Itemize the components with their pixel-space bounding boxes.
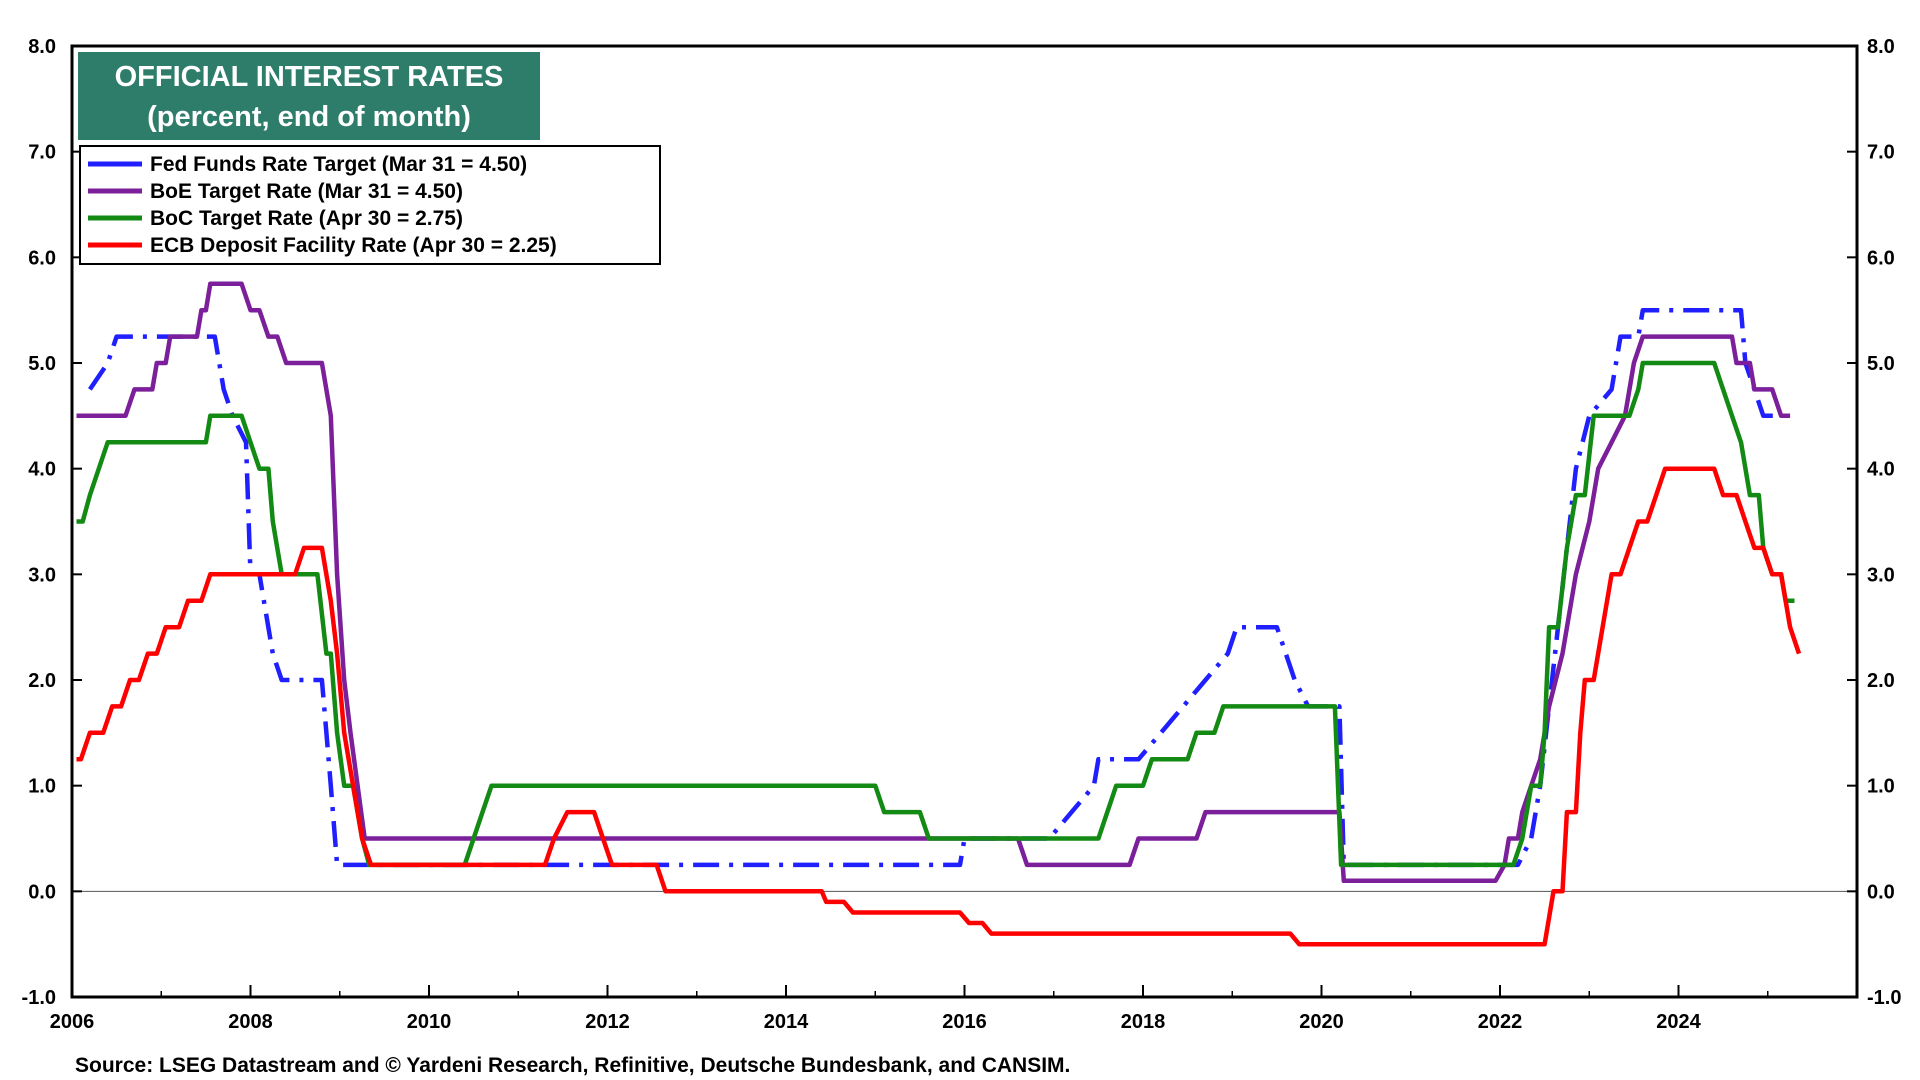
y-tick-label-left: -1.0 [22, 987, 56, 1009]
chart-title: OFFICIAL INTEREST RATES [115, 61, 504, 93]
axes-layer: -1.0 -1.0 0.0 0.0 1.0 1.0 2.0 2.0 3.0 3.0 4.0 4.0 5.… [22, 36, 1902, 1033]
series-line-0 [88, 307, 1791, 868]
y-tick-label-left: 8.0 [28, 36, 56, 58]
series-line-2 [76, 360, 1795, 868]
x-tick-label: 2022 [1478, 1011, 1523, 1033]
y-tick-label-left: 0.0 [28, 881, 56, 903]
title-background [78, 52, 540, 140]
legend-label-1: BoE Target Rate (Mar 31 = 4.50) [150, 180, 463, 203]
chart-subtitle: (percent, end of month) [147, 101, 471, 133]
plot-layer [72, 281, 1857, 947]
y-tick-label-left: 5.0 [28, 353, 56, 375]
y-tick-label-right: 6.0 [1867, 247, 1895, 269]
y-tick-label-right: 3.0 [1867, 564, 1895, 586]
x-tick-label: 2016 [942, 1011, 987, 1033]
title-box: OFFICIAL INTEREST RATES (percent, end of… [78, 52, 540, 140]
x-tick-label: 2012 [585, 1011, 630, 1033]
legend-label-0: Fed Funds Rate Target (Mar 31 = 4.50) [150, 153, 527, 176]
series-line-3 [76, 466, 1802, 947]
y-tick-label-left: 3.0 [28, 564, 56, 586]
y-tick-label-right: 1.0 [1867, 776, 1895, 798]
y-tick-label-left: 4.0 [28, 459, 56, 481]
y-tick-label-right: 5.0 [1867, 353, 1895, 375]
y-tick-label-right: 7.0 [1867, 142, 1895, 164]
x-tick-label: 2008 [228, 1011, 273, 1033]
legend-label-3: ECB Deposit Facility Rate (Apr 30 = 2.25… [150, 234, 557, 257]
y-tick-label-left: 7.0 [28, 142, 56, 164]
legend-box [79, 145, 661, 265]
y-tick-label-right: 4.0 [1867, 459, 1895, 481]
source-note: Source: LSEG Datastream and © Yardeni Re… [75, 1054, 1070, 1077]
legend-label-2: BoC Target Rate (Apr 30 = 2.75) [150, 207, 463, 230]
x-tick-label: 2010 [407, 1011, 452, 1033]
y-tick-label-right: 2.0 [1867, 670, 1895, 692]
y-tick-label-left: 1.0 [28, 776, 56, 798]
x-tick-label: 2014 [764, 1011, 809, 1033]
x-tick-label: 2020 [1299, 1011, 1344, 1033]
y-tick-label-right: 0.0 [1867, 881, 1895, 903]
x-tick-label: 2006 [50, 1011, 95, 1033]
legend: Fed Funds Rate Target (Mar 31 = 4.50) BoE… [79, 145, 661, 265]
y-tick-label-left: 6.0 [28, 247, 56, 269]
y-tick-label-left: 2.0 [28, 670, 56, 692]
x-tick-label: 2018 [1121, 1011, 1166, 1033]
y-tick-label-right: 8.0 [1867, 36, 1895, 58]
y-tick-label-right: -1.0 [1867, 987, 1901, 1009]
x-tick-label: 2024 [1656, 1011, 1701, 1033]
